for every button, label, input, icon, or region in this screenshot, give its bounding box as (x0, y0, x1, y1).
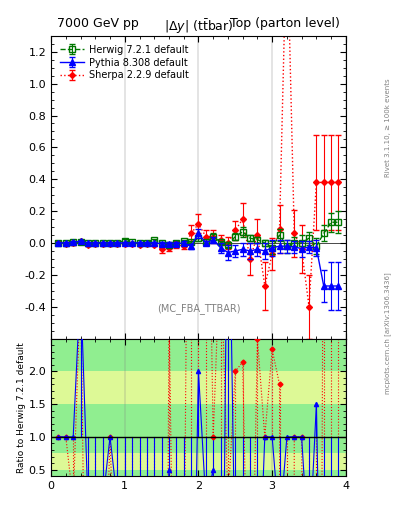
Bar (51, 338, 346, 476)
Title: $|\Delta y|$ (t$\bar{\rm t}$bar): $|\Delta y|$ (t$\bar{\rm t}$bar) (163, 17, 233, 36)
Bar (51, 371, 346, 470)
Legend: Herwig 7.2.1 default, Pythia 8.308 default, Sherpa 2.2.9 default: Herwig 7.2.1 default, Pythia 8.308 defau… (56, 40, 193, 84)
Text: (MC_FBA_TTBAR): (MC_FBA_TTBAR) (157, 304, 240, 314)
Text: 7000 GeV pp: 7000 GeV pp (57, 17, 139, 30)
Text: mcplots.cern.ch [arXiv:1306.3436]: mcplots.cern.ch [arXiv:1306.3436] (384, 272, 391, 394)
Y-axis label: Ratio to Herwig 7.2.1 default: Ratio to Herwig 7.2.1 default (17, 342, 26, 473)
Text: Top (parton level): Top (parton level) (230, 17, 340, 30)
Bar (51, 404, 346, 453)
Text: Rivet 3.1.10, ≥ 100k events: Rivet 3.1.10, ≥ 100k events (385, 79, 391, 177)
